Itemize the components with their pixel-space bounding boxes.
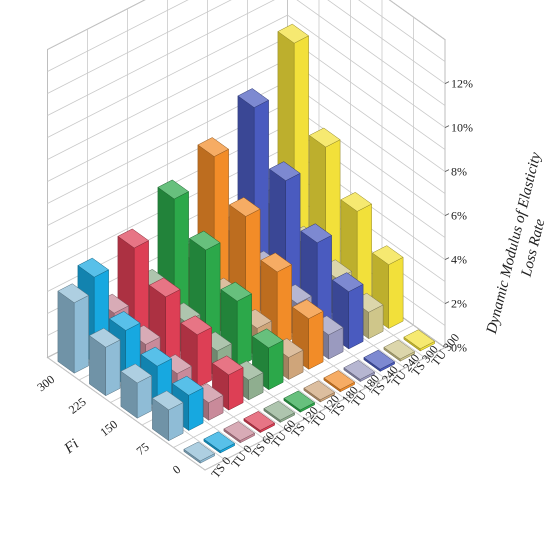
bar-top-face [157,179,190,200]
z-tick-mark [444,169,450,172]
bar-tu-0-fi-0 [203,431,236,454]
bar-front-face [196,326,212,389]
z-tick-label: 6% [451,209,467,223]
z-tick-label: 12% [451,77,473,91]
bar-top-face [117,228,150,249]
bar-ts-0-fi-300 [57,283,90,374]
bar-top-face [300,223,333,244]
z-axis-title: Dynamic Modulus of ElasticityLoss Rate [484,150,550,341]
bar-top-face [363,349,396,370]
bar-front-face [165,289,181,366]
z-tick-label: 2% [451,297,467,311]
bar-tu-180-fi-0 [323,370,356,393]
bar-ts-120-fi-0 [263,400,296,423]
bar-tu-300-fi-0 [403,329,436,352]
bar-tu-120-fi-225 [188,230,221,346]
bar-top-face [323,370,356,390]
z-tick-label: 8% [451,165,467,179]
fi-tick-label: 300 [34,372,57,394]
bar-side-face [57,290,75,374]
bar-top-face [140,346,173,367]
bar-top-face [403,329,436,350]
bar-tu-120-fi-0 [283,390,316,413]
bar-top-face [268,161,301,181]
bar-ts-0-fi-0 [183,441,216,464]
bar-top-face [251,328,284,349]
z-tick-mark [444,213,450,216]
bar-top-face [340,192,373,212]
z-tick-mark [444,345,450,348]
bar-top-face [148,277,181,298]
z-tick-label: 4% [451,253,467,267]
bar-ts-180-fi-0 [303,380,336,403]
bar-top-face [291,299,324,319]
bar-top-face [180,315,213,336]
fi-tick-label: 75 [134,440,152,458]
bar-top-face [277,23,310,44]
fi-tick-label: 150 [97,417,120,439]
bars [57,23,436,464]
bar-top-face [57,283,90,304]
bar-ts-60-fi-0 [223,421,256,444]
fi-tick-label: 225 [66,395,89,417]
bar-top-face [77,257,110,278]
bar-top-face [263,400,296,421]
bar-top-face [171,375,204,396]
z-tick-label: 10% [451,121,473,135]
bar-top-face [120,363,153,384]
bar-front-face [388,256,404,329]
bar-ts-0-fi-150 [120,363,153,419]
bar-top-face [228,197,261,217]
bar-top-face [203,431,236,452]
z-tick-mark [444,301,450,304]
bar-top-face [108,311,141,331]
z-tick-label: 0% [451,341,467,355]
bar-top-face [211,355,244,376]
bar-top-face [88,327,121,348]
bar-ts-0-fi-75 [151,390,184,442]
bar-tu-180-fi-75 [291,299,324,370]
bar-front-face [268,340,284,391]
bar-front-face [348,283,364,350]
z-tick-mark [444,81,450,84]
bar-top-face [188,230,221,251]
bar-top-face [308,127,341,148]
z-tick-mark [444,125,450,128]
fi-tick-label: 0 [170,462,183,477]
z-tick-mark [444,257,450,260]
bar-top-face [220,281,253,302]
bar-top-face [223,421,256,441]
bar-top-face [371,245,404,265]
group-tick-label: TS 0 [208,454,233,481]
bar-ts-0-fi-225 [88,327,121,397]
bar-ts-300-fi-0 [383,339,416,362]
z-gridline [47,0,446,50]
bar-front-face [308,310,324,370]
floor-gridline [47,357,206,471]
bar-top-face [331,272,364,292]
bar-top-face [151,390,184,411]
bar-tu-240-fi-0 [363,349,396,372]
fi-axis-title: Fi [61,436,82,457]
bar-top-face [183,441,216,462]
bar-top-face [237,88,270,108]
bar-top-face [283,390,316,411]
bar-top-face [197,137,230,157]
bar-tu-60-fi-0 [243,411,276,434]
bar-front-face [276,264,292,348]
bar-ts-240-fi-0 [343,360,376,383]
bar-front-face [73,294,89,374]
bar-top-face [260,252,293,273]
bar-top-face [243,411,276,431]
bar-top-face [303,380,336,401]
bar-top-face [383,339,416,360]
bar-front-face [105,339,121,397]
bar-front-face [236,293,252,368]
bar-top-face [343,360,376,380]
